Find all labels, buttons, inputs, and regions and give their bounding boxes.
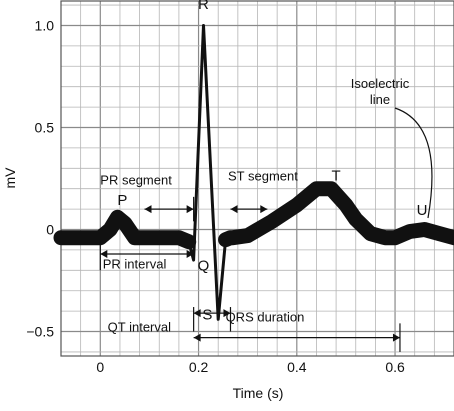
y-tick-label: 1.0 xyxy=(35,17,55,33)
wave-label-q: Q xyxy=(198,257,210,274)
pr-interval-arrow-arrowhead-left xyxy=(100,249,108,258)
pr-interval-label: PR interval xyxy=(103,256,167,271)
y-tick-label: −0.5 xyxy=(26,324,54,340)
wave-label-r: R xyxy=(198,0,209,13)
annotations-layer: P R Q S T U PR segment ST segment PR interval QRS… xyxy=(99,0,433,352)
ecg-trace-band xyxy=(218,181,454,248)
x-axis-label: Time (s) xyxy=(233,385,284,401)
qrs-duration-label: QRS duration xyxy=(226,309,305,324)
pr-interval-arrow-arrowhead-right xyxy=(186,249,194,258)
pr-segment-label: PR segment xyxy=(100,173,172,188)
y-axis-label: mV xyxy=(2,167,18,189)
wave-label-p: P xyxy=(117,192,127,209)
qt-interval-arrow-arrowhead-right xyxy=(392,333,400,342)
isoelectric-label-line2: line xyxy=(370,92,390,107)
isoelectric-label-line1: Isoelectric xyxy=(351,76,410,91)
x-tick-label: 0.6 xyxy=(385,359,405,375)
wave-label-t: T xyxy=(332,168,341,185)
st-segment-arrow-arrowhead-right xyxy=(260,205,268,214)
plot-frame xyxy=(60,0,454,357)
x-tick-label: 0 xyxy=(96,359,104,375)
qt-interval-label: QT interval xyxy=(108,320,171,335)
qt-interval-arrow-arrowhead-left xyxy=(193,333,201,342)
ecg-trace-band xyxy=(53,209,197,250)
x-tick-label: 0.4 xyxy=(287,359,307,375)
qrs-duration-arrow-arrowhead-left xyxy=(193,309,201,318)
wave-label-s: S xyxy=(202,306,212,323)
tick-labels: 0 0.2 0.4 0.6 −0.5 0 0.5 1.0 xyxy=(26,17,405,375)
st-segment-arrow-arrowhead-left xyxy=(230,205,238,214)
qrs-duration-arrow-arrowhead-right xyxy=(223,309,231,318)
st-segment-label: ST segment xyxy=(228,169,298,184)
pr-segment-arrow-arrowhead-right xyxy=(186,205,194,214)
wave-label-u: U xyxy=(417,202,428,219)
pr-segment-arrow-arrowhead-left xyxy=(144,205,152,214)
x-tick-label: 0.2 xyxy=(189,359,209,375)
y-tick-label: 0 xyxy=(46,222,54,238)
y-tick-label: 0.5 xyxy=(35,119,55,135)
isoelectric-leader-line xyxy=(394,107,433,219)
series-layer xyxy=(53,24,454,321)
